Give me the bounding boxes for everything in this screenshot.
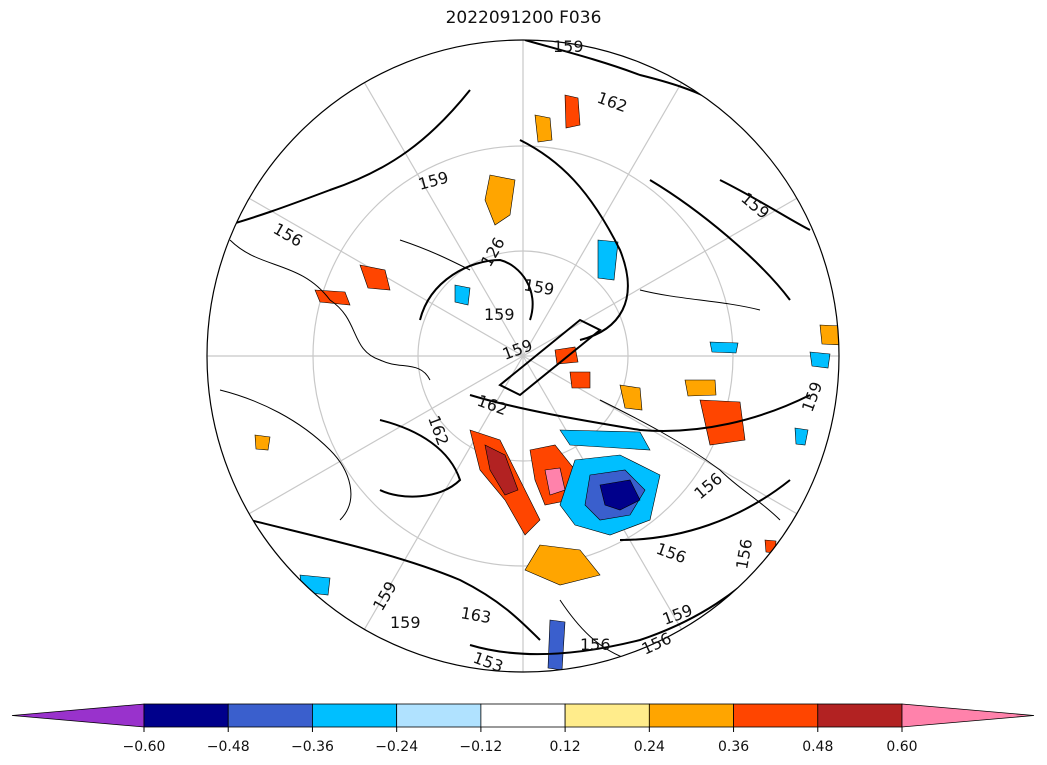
contour-label: 163 [459, 603, 492, 627]
contour-label: 156 [690, 469, 726, 503]
colorbar-segment [901, 703, 1035, 728]
colorbar-segment [817, 703, 903, 728]
colorbar-segment [564, 703, 650, 728]
contour-label: 159 [484, 305, 515, 324]
contour-label: 159 [522, 275, 555, 299]
colorbar-tick-label: −0.48 [207, 739, 250, 755]
colorbar-boxes [11, 703, 1035, 728]
colorbar-tick-label: −0.24 [375, 739, 418, 755]
colorbar-ticks: −0.60 −0.48 −0.36 −0.24 −0.12 0.12 0.24 0.36 0.4… [123, 727, 918, 755]
contour-label: 126 [477, 234, 509, 270]
contour-label: 162 [424, 413, 452, 448]
colorbar-tick-label: 0.60 [886, 739, 917, 755]
colorbar-tick-label: 0.36 [718, 739, 749, 755]
contour-label: 156 [270, 219, 306, 251]
colorbar-segment [480, 703, 566, 728]
contour-label: 159 [390, 613, 421, 632]
contour-label: 156 [732, 537, 756, 570]
colorbar-segment [227, 703, 313, 728]
colorbar-segment [312, 703, 398, 728]
colorbar-tick-label: −0.60 [123, 739, 166, 755]
colorbar-segment [396, 703, 482, 728]
contour-label: 159 [416, 168, 450, 194]
colorbar-tick-label: −0.12 [459, 739, 502, 755]
polar-map: 159 162 159 156 159 126 159 159 159 162 … [206, 37, 840, 676]
contour-label: 159 [369, 578, 401, 614]
colorbar-segment [648, 703, 734, 728]
contour-label: 159 [553, 37, 584, 56]
contour-label: 159 [798, 379, 826, 414]
colorbar: −0.60 −0.48 −0.36 −0.24 −0.12 0.12 0.24 0.36 0.4… [11, 703, 1035, 755]
contour-lines [209, 40, 811, 656]
colorbar-segment [733, 703, 819, 728]
anomaly-fills [254, 94, 839, 671]
map-boundary [206, 39, 840, 673]
contour-label: 156 [580, 635, 611, 654]
contour-label: 156 [654, 539, 689, 567]
colorbar-segment [143, 703, 229, 728]
contour-label: 159 [737, 189, 773, 223]
map-title: 2022091200 F036 [445, 8, 602, 28]
colorbar-segment [11, 703, 145, 728]
contour-label: 156 [639, 628, 675, 658]
colorbar-tick-label: 0.24 [634, 739, 665, 755]
colorbar-tick-label: 0.12 [550, 739, 581, 755]
colorbar-tick-label: −0.36 [291, 739, 334, 755]
colorbar-tick-label: 0.48 [802, 739, 833, 755]
contour-label: 162 [475, 391, 510, 419]
contour-label: 162 [595, 88, 630, 116]
